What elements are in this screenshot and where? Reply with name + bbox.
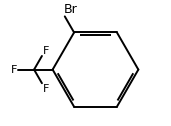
Text: F: F bbox=[11, 65, 18, 75]
Text: F: F bbox=[43, 84, 49, 94]
Text: F: F bbox=[43, 46, 49, 56]
Text: Br: Br bbox=[63, 3, 77, 16]
